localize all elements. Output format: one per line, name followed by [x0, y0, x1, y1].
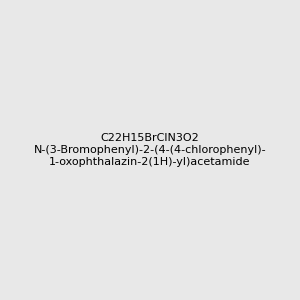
Text: C22H15BrClN3O2
N-(3-Bromophenyl)-2-(4-(4-chlorophenyl)-
1-oxophthalazin-2(1H)-yl: C22H15BrClN3O2 N-(3-Bromophenyl)-2-(4-(4…	[34, 134, 266, 166]
